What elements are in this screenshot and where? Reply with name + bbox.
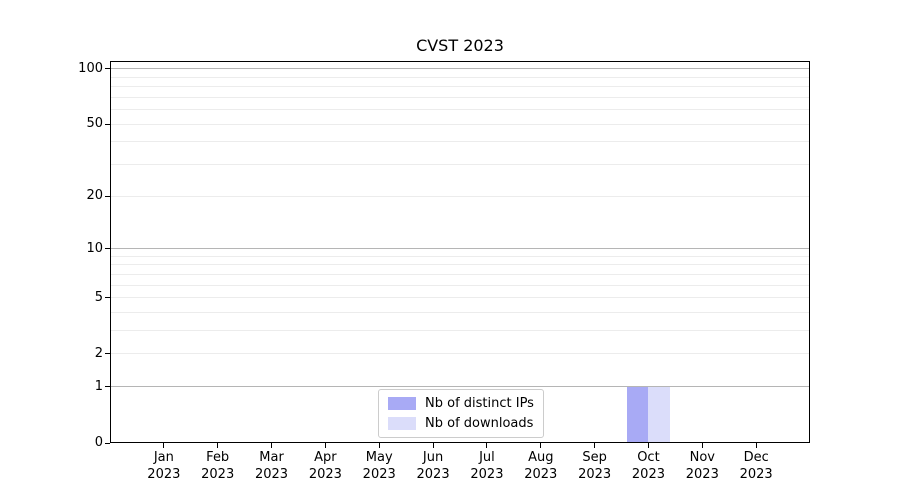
- x-tick-month: Aug: [528, 450, 554, 465]
- x-tick-label-may: May 2023: [347, 449, 411, 483]
- x-tick-label-nov: Nov 2023: [670, 449, 734, 483]
- x-tick-label-dec: Dec 2023: [724, 449, 788, 483]
- legend-swatch-distinct-ips: [388, 397, 416, 410]
- x-tick-mark-sep: [594, 443, 596, 448]
- x-tick-month: Nov: [689, 450, 715, 465]
- legend-label-distinct-ips: Nb of distinct IPs: [425, 396, 534, 411]
- x-tick-label-apr: Apr 2023: [293, 449, 357, 483]
- x-tick-mark-dec: [755, 443, 757, 448]
- gridline-minor-60: [110, 109, 810, 111]
- x-tick-mark-apr: [324, 443, 326, 448]
- x-tick-mark-nov: [701, 443, 703, 448]
- y-tick-mark-100: [105, 68, 110, 70]
- gridline-minor-80: [110, 86, 810, 88]
- y-tick-mark-10: [105, 248, 110, 249]
- x-tick-month: Mar: [259, 450, 284, 465]
- gridline-minor-50: [110, 123, 810, 125]
- x-tick-month: Apr: [314, 450, 337, 465]
- x-tick-label-jan: Jan 2023: [132, 449, 196, 483]
- y-tick-label-2: 2: [94, 345, 103, 361]
- x-tick-mark-jun: [432, 443, 434, 448]
- bar-downloads-oct: [648, 386, 670, 443]
- y-tick-mark-20: [105, 195, 110, 197]
- y-tick-mark-0: [105, 442, 110, 444]
- legend-label-downloads: Nb of downloads: [425, 416, 534, 431]
- legend-item-distinct-ips: Nb of distinct IPs: [388, 395, 534, 412]
- x-tick-month: Oct: [637, 450, 660, 465]
- gridline-major-100: [110, 68, 810, 70]
- x-tick-year: 2023: [739, 467, 773, 482]
- gridline-minor-2: [110, 353, 810, 355]
- gridline-minor-6: [110, 284, 810, 286]
- x-tick-year: 2023: [362, 467, 396, 482]
- legend-swatch-downloads: [388, 417, 416, 430]
- x-tick-mark-oct: [647, 443, 649, 448]
- y-tick-label-5: 5: [94, 289, 103, 305]
- x-tick-label-sep: Sep 2023: [563, 449, 627, 483]
- y-tick-label-1: 1: [94, 378, 103, 394]
- x-tick-label-feb: Feb 2023: [186, 449, 250, 483]
- x-tick-mark-aug: [540, 443, 542, 448]
- x-tick-year: 2023: [147, 467, 181, 482]
- gridline-minor-30: [110, 163, 810, 165]
- x-tick-year: 2023: [578, 467, 612, 482]
- x-tick-year: 2023: [308, 467, 342, 482]
- y-tick-mark-2: [105, 353, 110, 355]
- x-tick-month: Dec: [743, 450, 769, 465]
- gridline-minor-70: [110, 96, 810, 98]
- gridline-minor-20: [110, 195, 810, 197]
- plot-area: [110, 61, 810, 443]
- x-tick-year: 2023: [631, 467, 665, 482]
- y-tick-label-50: 50: [86, 116, 103, 132]
- y-tick-label-0: 0: [94, 435, 103, 450]
- x-tick-mark-jul: [486, 443, 488, 448]
- x-tick-month: Feb: [206, 450, 230, 465]
- y-tick-mark-5: [105, 297, 110, 299]
- y-tick-mark-50: [105, 123, 110, 125]
- gridline-minor-5: [110, 297, 810, 299]
- x-tick-label-aug: Aug 2023: [509, 449, 573, 483]
- x-tick-label-jun: Jun 2023: [401, 449, 465, 483]
- x-tick-year: 2023: [524, 467, 558, 482]
- bar-distinct-ips-oct: [626, 386, 649, 443]
- gridline-minor-90: [110, 76, 810, 78]
- x-tick-mark-mar: [271, 443, 273, 448]
- x-tick-year: 2023: [201, 467, 235, 482]
- x-tick-year: 2023: [254, 467, 289, 482]
- x-tick-year: 2023: [416, 467, 450, 482]
- x-tick-month: Jan: [153, 450, 174, 465]
- legend-item-downloads: Nb of downloads: [388, 415, 534, 432]
- gridline-minor-3: [110, 330, 810, 332]
- gridline-minor-4: [110, 311, 810, 313]
- chart-title: CVST 2023: [416, 36, 504, 55]
- gridline-major-1: [110, 386, 810, 388]
- legend: Nb of distinct IPs Nb of downloads: [378, 389, 544, 438]
- gridline-minor-40: [110, 141, 810, 143]
- x-tick-label-oct: Oct 2023: [616, 449, 680, 483]
- x-tick-month: Jul: [479, 450, 495, 465]
- x-tick-month: May: [365, 450, 393, 465]
- x-tick-label-mar: Mar 2023: [240, 449, 304, 483]
- x-tick-month: Sep: [582, 450, 607, 465]
- gridline-minor-8: [110, 264, 810, 266]
- x-tick-mark-jan: [163, 443, 165, 448]
- gridline-major-10: [110, 248, 810, 249]
- gridline-minor-7: [110, 273, 810, 275]
- y-tick-label-10: 10: [86, 240, 103, 256]
- y-tick-label-100: 100: [78, 60, 103, 76]
- x-tick-label-jul: Jul 2023: [455, 449, 519, 483]
- x-tick-year: 2023: [470, 467, 504, 482]
- gridline-minor-9: [110, 255, 810, 257]
- x-tick-mark-feb: [217, 443, 219, 448]
- y-tick-label-20: 20: [86, 188, 103, 204]
- y-tick-mark-1: [105, 386, 110, 388]
- x-tick-mark-may: [378, 443, 380, 448]
- x-tick-month: Jun: [422, 450, 444, 465]
- x-tick-year: 2023: [685, 467, 719, 482]
